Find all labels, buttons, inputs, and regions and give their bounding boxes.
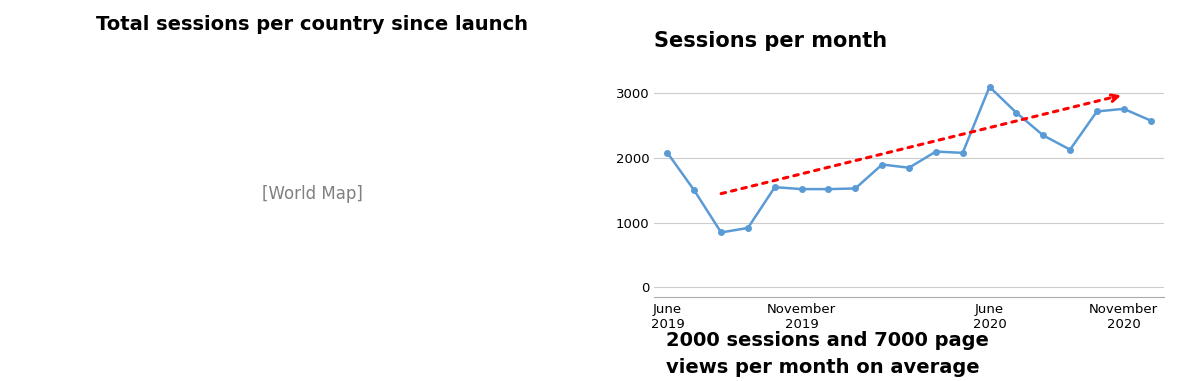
Text: 2000 sessions and 7000 page
views per month on average: 2000 sessions and 7000 page views per mo… [666, 331, 989, 377]
Text: Sessions per month: Sessions per month [654, 31, 887, 51]
Text: [World Map]: [World Map] [262, 185, 362, 203]
Title: Total sessions per country since launch: Total sessions per country since launch [96, 15, 528, 34]
